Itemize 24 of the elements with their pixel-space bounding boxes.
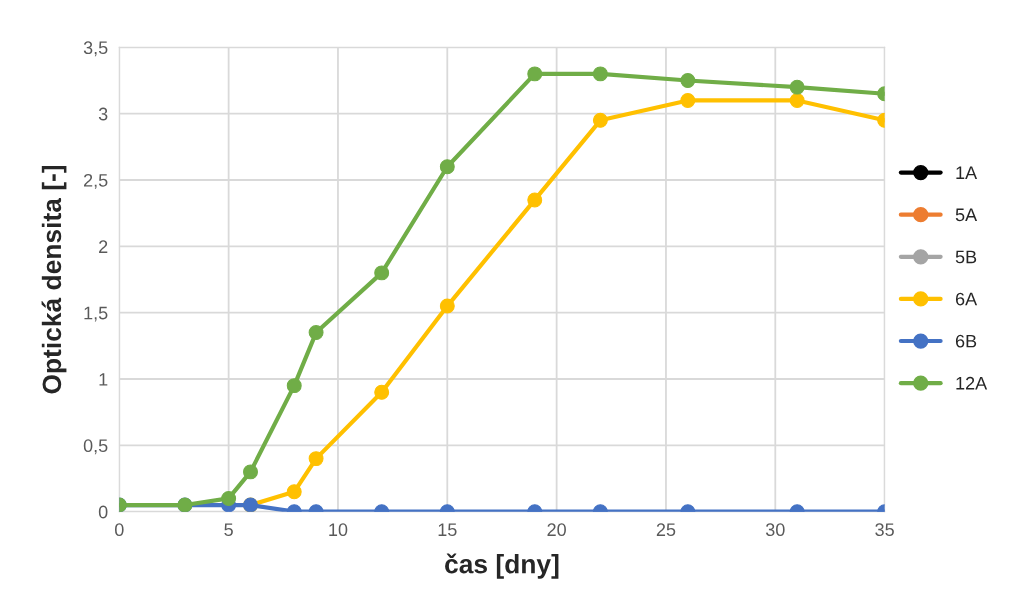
x-tick-label: 5 [224, 523, 233, 537]
y-tick-label: 3 [98, 107, 108, 121]
legend-label: 1A [956, 166, 978, 179]
legend-label: 6B [955, 334, 977, 348]
y-tick-label: 1,5 [84, 306, 108, 322]
y-axis-title: Optická densita [-] [41, 165, 67, 394]
legend-label: 5B [955, 250, 977, 264]
x-tick-label: 0 [114, 523, 124, 537]
x-axis-title: čas [dny] [445, 553, 559, 579]
y-tick-label: 2,5 [84, 173, 108, 189]
x-tick-label: 25 [656, 523, 676, 537]
legend-label: 5A [955, 208, 978, 222]
x-tick-label: 10 [329, 523, 348, 537]
y-tick-label: 3,5 [83, 41, 108, 57]
y-tick-label: 2 [99, 240, 108, 253]
y-tick-label: 0 [98, 505, 108, 519]
legend-label: 6A [955, 292, 978, 306]
legend-label: 12A [956, 376, 988, 390]
y-tick-label: 0,5 [83, 439, 108, 455]
x-tick-label: 35 [875, 523, 894, 537]
x-tick-label: 15 [438, 523, 457, 537]
x-tick-label: 20 [547, 523, 566, 537]
x-tick-label: 30 [765, 523, 785, 537]
y-tick-label: 1 [99, 373, 108, 386]
